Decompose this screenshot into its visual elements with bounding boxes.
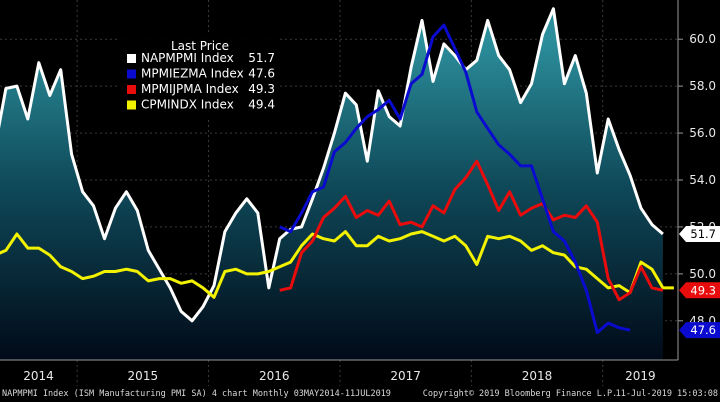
year-label-2014: 2014 [23, 369, 54, 383]
year-label-2018: 2018 [522, 369, 553, 383]
year-label-2019: 2019 [625, 369, 656, 383]
badge-mpmijpma: 49.3 [679, 282, 720, 299]
y-tick-label-4: 56.0 [689, 126, 716, 140]
legend-swatch-2 [127, 85, 136, 94]
legend-entry-name-1: MPMIEZMA Index [141, 67, 244, 81]
area-fill [0, 8, 663, 360]
year-label-2016: 2016 [259, 369, 290, 383]
footer: NAPMPMI Index (ISM Manufacturing PMI SA)… [2, 389, 718, 399]
x-axis: 2014 2015 2016 2017 2018 2019 [0, 359, 678, 383]
y-tick-label-6: 60.0 [689, 32, 716, 46]
y-tick-label-3: 54.0 [689, 173, 716, 187]
footer-center: Copyright© 2019 Bloomberg Finance L.P. [423, 389, 617, 399]
napmpmi-area [0, 8, 663, 360]
series-line-napmpmi [0, 7, 664, 323]
badge-napmpmi: 51.7 [679, 225, 720, 242]
legend-entry-value-2: 49.3 [248, 82, 275, 96]
badge-label: 47.6 [690, 323, 716, 337]
y-axis: 48.050.052.054.056.058.060.0 [677, 0, 716, 360]
legend-entry-value-3: 49.4 [248, 98, 275, 112]
legend-entry-value-1: 47.6 [248, 67, 275, 81]
y-tick-label-5: 58.0 [689, 79, 716, 93]
legend-entry-name-0: NAPMPMI Index [141, 51, 234, 65]
series-line-cpmindx [0, 230, 674, 299]
legend-box [118, 35, 280, 119]
legend-swatch-3 [127, 100, 136, 110]
legend: Last Price NAPMPMI Index 51.7 MPMIEZMA Ind… [118, 35, 280, 119]
legend-swatch-1 [127, 69, 136, 79]
year-label-2015: 2015 [128, 369, 159, 383]
footer-left: NAPMPMI Index (ISM Manufacturing PMI SA)… [2, 389, 391, 399]
last-price-badges: 51.7 47.6 49.3 [679, 225, 720, 339]
series-line-mpmiezma [279, 23, 631, 334]
legend-entry-name-2: MPMIJPMA Index [141, 82, 239, 96]
legend-entry-name-3: CPMINDX Index [141, 98, 234, 112]
series-lines [0, 7, 674, 334]
badge-label: 51.7 [690, 227, 716, 241]
legend-title: Last Price [171, 39, 229, 53]
y-tick-label-1: 50.0 [689, 267, 716, 281]
footer-right: 11-Jul-2019 15:03:08 [616, 389, 718, 399]
badge-mpmiezma: 47.6 [679, 322, 720, 339]
legend-entry-value-0: 51.7 [248, 51, 275, 65]
legend-swatch-0 [127, 54, 136, 63]
year-label-2017: 2017 [390, 369, 421, 383]
series-line-mpmijpma [279, 159, 664, 302]
badge-label: 49.3 [690, 283, 716, 297]
